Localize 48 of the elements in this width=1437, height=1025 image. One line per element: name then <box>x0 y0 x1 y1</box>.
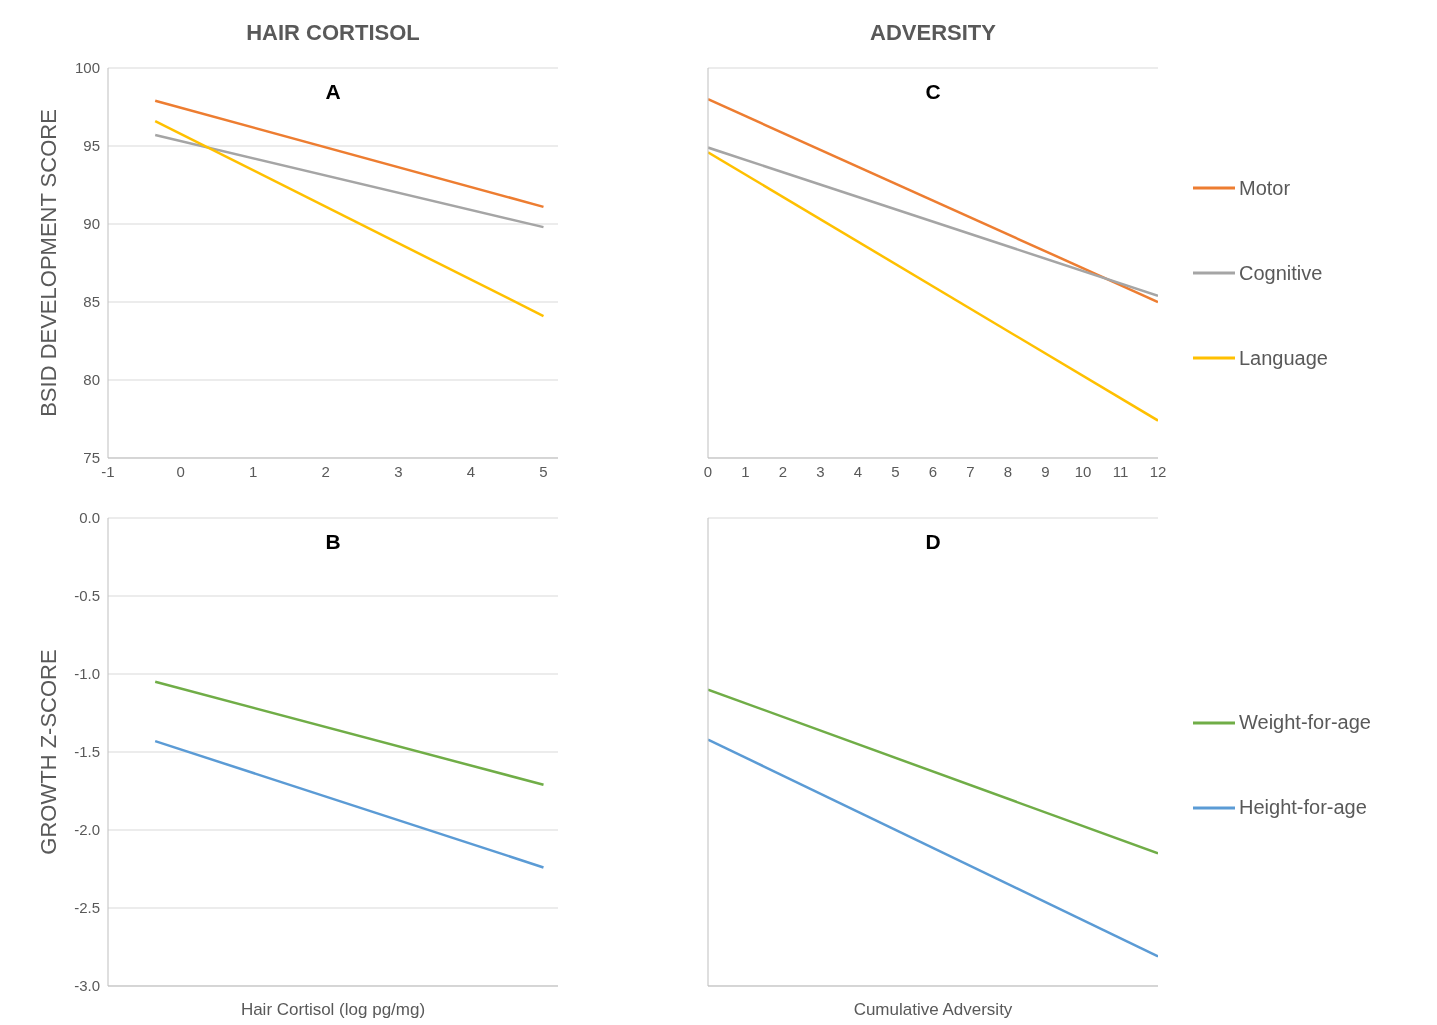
legend-label: Cognitive <box>1239 261 1323 285</box>
x-tick-label: 5 <box>891 462 900 480</box>
x-tick-label: 11 <box>1112 462 1129 480</box>
x-tick-label: 8 <box>1003 462 1013 480</box>
x-tick-label: 6 <box>928 462 938 480</box>
y-tick-label: 100 <box>74 59 100 77</box>
y-tick-label: 85 <box>83 293 100 311</box>
y-tick-label: 80 <box>83 371 100 389</box>
x-tick-label: 2 <box>321 462 330 480</box>
x-tick-label: 0 <box>703 462 713 480</box>
x-tick-label: 1 <box>741 462 750 480</box>
x-tick-label: 0 <box>176 462 185 480</box>
x-tick-label: 4 <box>853 462 863 480</box>
annotation: D <box>924 530 942 554</box>
y-tick-label: -1.0 <box>74 665 100 683</box>
y-tick-label: -1.5 <box>74 743 100 761</box>
y-tick-label: 0.0 <box>79 509 100 527</box>
x-tick-label: 2 <box>778 462 788 480</box>
y-tick-label: 75 <box>83 449 100 467</box>
legend-label: Height-for-age <box>1239 796 1367 819</box>
x-tick-label: 3 <box>394 462 403 480</box>
chart-title: HAIR CORTISOL <box>245 19 421 47</box>
y-tick-label: 95 <box>83 137 100 155</box>
x-axis-title: Hair Cortisol (log pg/mg) <box>239 999 427 1021</box>
legend-label: Motor <box>1239 176 1291 200</box>
y-tick-label: -0.5 <box>74 587 100 605</box>
x-tick-label: 9 <box>1041 462 1050 480</box>
x-tick-label: 1 <box>248 462 258 480</box>
x-tick-label: 4 <box>466 462 476 480</box>
y-tick-label: 90 <box>83 215 100 233</box>
x-tick-label: 3 <box>816 462 825 480</box>
y-axis-title: BSID DEVELOPMENT SCORE <box>35 109 61 417</box>
annotation: A <box>324 80 342 104</box>
annotation: B <box>324 530 342 554</box>
y-axis-title: GROWTH Z-SCORE <box>35 649 61 855</box>
chart-title: ADVERSITY <box>869 19 997 47</box>
legend-label: Weight-for-age <box>1239 711 1371 734</box>
x-tick-label: 10 <box>1074 462 1092 480</box>
y-tick-label: -2.5 <box>74 899 100 917</box>
y-tick-label: -3.0 <box>74 977 100 995</box>
x-tick-label: 12 <box>1149 462 1167 480</box>
x-tick-label: -1 <box>101 462 115 480</box>
y-tick-label: -2.0 <box>74 821 100 839</box>
x-tick-label: 7 <box>966 462 975 480</box>
legend-label: Language <box>1239 346 1328 370</box>
x-tick-label: 5 <box>539 462 548 480</box>
annotation: C <box>924 80 942 104</box>
x-axis-title: Cumulative Adversity <box>852 999 1014 1021</box>
